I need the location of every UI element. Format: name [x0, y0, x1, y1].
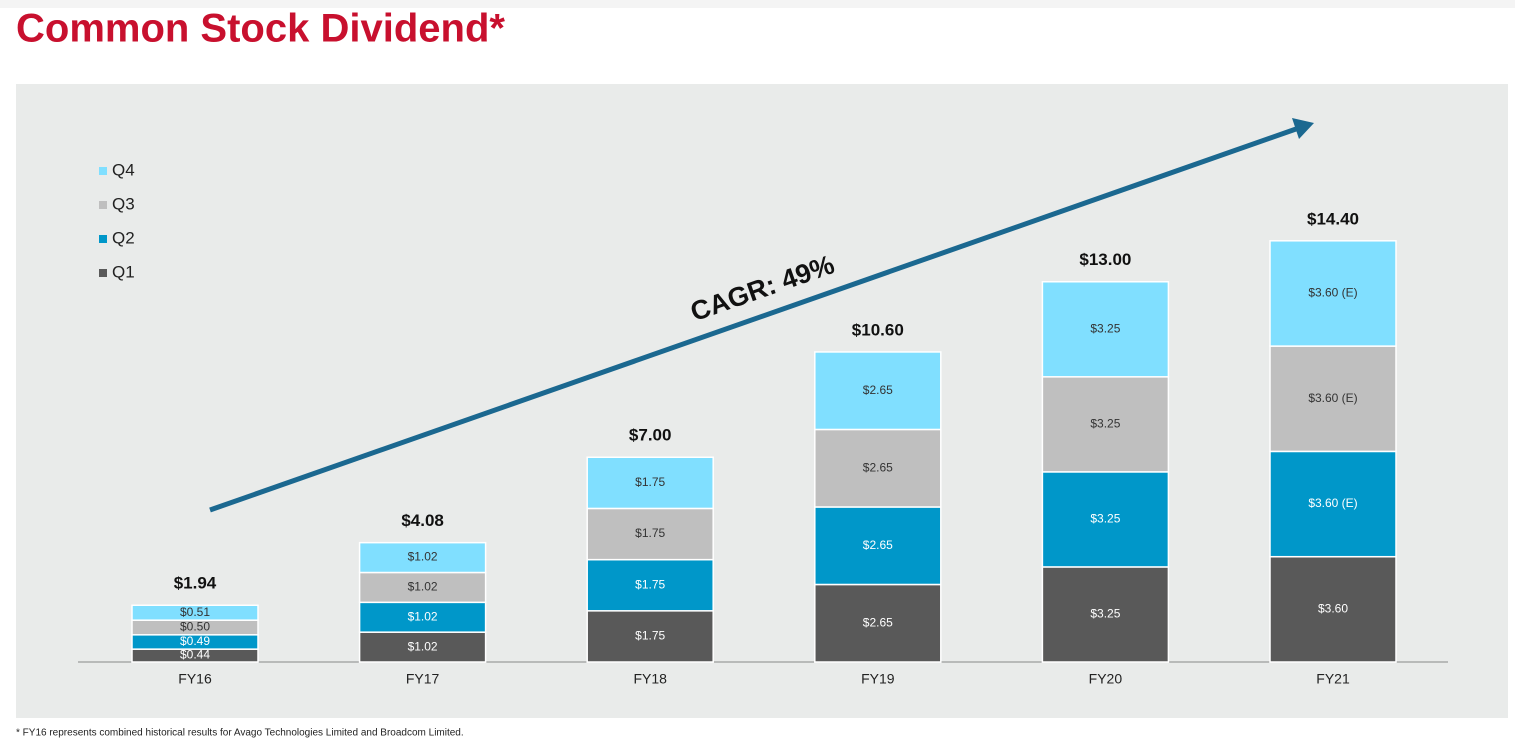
- chart-title: Common Stock Dividend*: [16, 7, 505, 51]
- value-label: $1.75: [635, 475, 665, 489]
- legend-label: Q3: [112, 194, 135, 213]
- top-strip: [0, 0, 1515, 8]
- bar-segment: [1269, 345, 1397, 453]
- bar-segment: [586, 610, 714, 663]
- trend-arrow: [209, 126, 1297, 513]
- legend-label: Q4: [112, 160, 135, 179]
- x-tick-label: FY20: [1089, 671, 1123, 687]
- value-label: $3.25: [1090, 321, 1120, 335]
- bar-segment: [586, 507, 714, 561]
- value-label: $1.02: [408, 550, 438, 564]
- total-label: $13.00: [1079, 250, 1131, 269]
- value-label: $2.65: [863, 615, 893, 629]
- value-label: $0.51: [180, 605, 210, 619]
- total-label: $1.94: [174, 574, 217, 593]
- bar-segment: [1269, 450, 1397, 558]
- x-tick-label: FY16: [178, 671, 212, 687]
- total-label: $14.40: [1307, 209, 1359, 228]
- value-label: $3.25: [1090, 607, 1120, 621]
- legend-swatch: [99, 269, 107, 277]
- x-tick-label: FY19: [861, 671, 895, 687]
- bar-segment: [586, 558, 714, 612]
- bar-segment: [358, 571, 487, 604]
- value-label: $1.02: [408, 639, 438, 653]
- value-label: $3.25: [1090, 512, 1120, 526]
- total-label: $7.00: [629, 426, 672, 445]
- value-label: $3.60 (E): [1308, 286, 1357, 300]
- legend-swatch: [99, 167, 107, 175]
- legend-swatch: [99, 235, 107, 243]
- bar-segment: [1041, 281, 1170, 378]
- bar-segment: [1269, 240, 1397, 347]
- x-tick-label: FY21: [1316, 671, 1350, 687]
- bar-segment: [131, 604, 259, 621]
- bar-segment: [358, 601, 487, 633]
- value-label: $0.44: [180, 648, 210, 662]
- total-label: $4.08: [401, 511, 444, 530]
- bar-segment: [358, 541, 487, 574]
- total-label: $10.60: [852, 320, 904, 339]
- value-label: $1.02: [408, 609, 438, 623]
- value-label: $1.02: [408, 580, 438, 594]
- value-label: $3.60: [1318, 602, 1348, 616]
- bar-segment: [1269, 555, 1397, 663]
- legend-label: Q2: [112, 228, 135, 247]
- value-label: $0.49: [180, 634, 210, 648]
- value-label: $3.60 (E): [1308, 391, 1357, 405]
- legend-label: Q1: [112, 262, 135, 281]
- x-tick-label: FY17: [406, 671, 440, 687]
- arrow-head: [1292, 118, 1314, 139]
- value-label: $3.60 (E): [1308, 496, 1357, 510]
- bar-segment: [814, 428, 942, 508]
- plot-panel: [16, 84, 1508, 718]
- value-label: $2.65: [863, 538, 893, 552]
- value-label: $1.75: [635, 526, 665, 540]
- bar-segment: [1041, 566, 1170, 663]
- bar-segment: [586, 456, 714, 510]
- x-tick-label: FY18: [633, 671, 667, 687]
- bar-segment: [814, 506, 942, 586]
- value-label: $3.25: [1090, 417, 1120, 431]
- value-label: $1.75: [635, 629, 665, 643]
- value-label: $1.75: [635, 577, 665, 591]
- legend-swatch: [99, 201, 107, 209]
- bar-segment: [358, 631, 487, 663]
- value-label: $0.50: [180, 620, 210, 634]
- bar-segment: [1041, 376, 1170, 473]
- value-label: $2.65: [863, 460, 893, 474]
- bar-segment: [814, 583, 942, 663]
- bar-segment: [814, 351, 942, 431]
- value-label: $2.65: [863, 383, 893, 397]
- footnote: * FY16 represents combined historical re…: [16, 728, 464, 739]
